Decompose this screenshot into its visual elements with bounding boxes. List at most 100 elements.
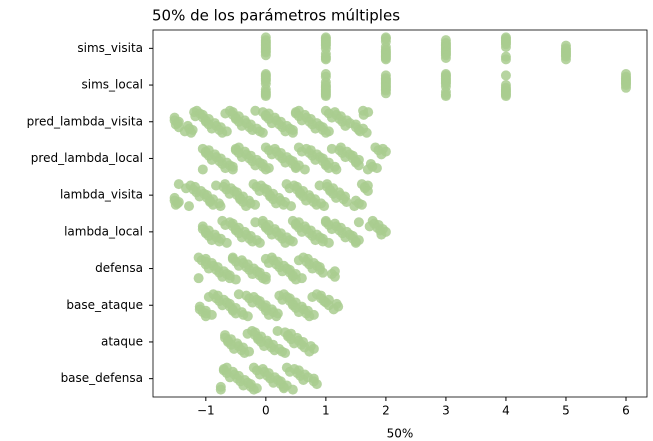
point: [260, 50, 271, 61]
point: [307, 263, 318, 274]
point: [326, 112, 337, 123]
point: [304, 346, 315, 357]
y-tick-label: ataque: [101, 334, 143, 348]
point: [296, 115, 307, 126]
point: [217, 300, 228, 311]
point: [214, 236, 225, 247]
point: [293, 307, 304, 318]
point: [362, 164, 373, 175]
x-tick-label: 0: [262, 404, 270, 418]
point: [242, 311, 253, 322]
point: [229, 343, 240, 354]
y-tick-label: lambda_visita: [60, 188, 143, 202]
point: [238, 380, 249, 391]
point: [299, 164, 310, 175]
point: [331, 164, 342, 175]
point: [341, 197, 352, 208]
point: [356, 199, 367, 210]
point: [340, 152, 351, 163]
x-tick-label: 6: [622, 404, 630, 418]
point: [311, 379, 322, 390]
point: [331, 192, 342, 203]
point: [440, 52, 451, 63]
y-tick-label: base_ataque: [66, 298, 143, 312]
point: [259, 341, 270, 352]
point: [254, 369, 265, 380]
point: [298, 375, 309, 386]
y-tick-label: pred_lambda_local: [31, 151, 143, 165]
point: [362, 186, 373, 197]
point: [257, 127, 268, 138]
point: [244, 346, 255, 357]
x-tick-label: 5: [562, 404, 570, 418]
point: [250, 160, 261, 171]
point: [220, 108, 231, 119]
point: [349, 201, 360, 212]
point: [206, 154, 217, 165]
point: [500, 70, 511, 81]
point: [260, 78, 271, 89]
x-tick-label: 1: [322, 404, 330, 418]
point: [308, 309, 319, 320]
y-tick-label: defensa: [95, 261, 143, 275]
point: [221, 126, 232, 137]
y-tick-label: sims_local: [82, 78, 144, 92]
point: [250, 199, 261, 210]
point: [310, 123, 321, 134]
point: [250, 217, 261, 228]
point: [328, 304, 339, 315]
point: [317, 267, 328, 278]
point: [206, 309, 217, 320]
point: [250, 105, 261, 116]
point: [290, 163, 301, 174]
point: [289, 338, 300, 349]
point: [293, 255, 304, 266]
point: [340, 232, 351, 243]
point: [500, 54, 511, 65]
point: [236, 152, 247, 163]
point: [186, 127, 197, 138]
point: [260, 274, 271, 285]
point: [353, 217, 364, 228]
point: [206, 235, 217, 246]
point: [220, 219, 231, 230]
point: [301, 195, 312, 206]
point: [266, 229, 277, 240]
point: [296, 226, 307, 237]
point: [364, 221, 375, 232]
point: [286, 201, 297, 212]
x-tick-label: 3: [442, 404, 450, 418]
point: [278, 383, 289, 394]
y-tick-label: base_defensa: [61, 371, 143, 385]
point: [320, 71, 331, 82]
point: [224, 372, 235, 383]
point: [242, 328, 253, 339]
x-axis-label: 50%: [387, 427, 414, 441]
point: [236, 120, 247, 131]
point: [280, 157, 291, 168]
point: [193, 273, 204, 284]
point: [190, 111, 201, 122]
point: [287, 127, 298, 138]
point: [361, 127, 372, 138]
point: [215, 201, 226, 212]
point: [266, 118, 277, 129]
point: [263, 309, 274, 320]
point: [320, 52, 331, 63]
point: [247, 269, 258, 280]
point: [215, 384, 226, 395]
point: [247, 297, 258, 308]
point: [560, 54, 571, 65]
point: [184, 201, 195, 212]
point: [278, 199, 289, 210]
point: [271, 198, 282, 209]
point: [268, 377, 279, 388]
point: [266, 149, 277, 160]
chart-title: 50% de los parámetros múltiples: [152, 7, 400, 25]
point: [287, 384, 298, 395]
point: [380, 88, 391, 99]
point: [203, 263, 214, 274]
point: [272, 325, 283, 336]
point: [500, 91, 511, 102]
x-tick-label: −1: [197, 404, 215, 418]
